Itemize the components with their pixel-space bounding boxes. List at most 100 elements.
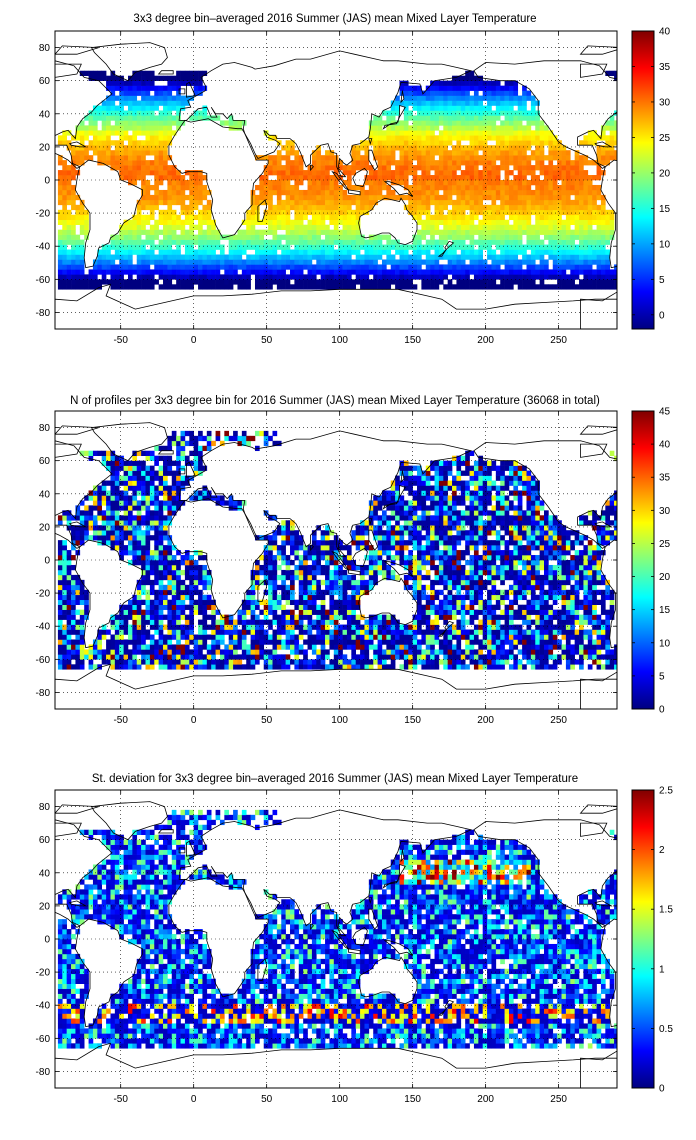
heatmap-cell <box>97 284 103 290</box>
coastline <box>368 138 373 145</box>
heatmap-cell <box>163 105 168 111</box>
heatmap-cell <box>329 244 335 250</box>
heatmap-cell <box>167 80 173 86</box>
heatmap-cell <box>184 244 190 250</box>
heatmap-cell <box>167 279 173 285</box>
heatmap-cell <box>189 639 194 645</box>
heatmap-cell <box>176 609 181 615</box>
heatmap-cell <box>557 204 562 211</box>
heatmap-cell <box>224 234 230 240</box>
heatmap-cell <box>180 584 186 591</box>
heatmap-cell <box>495 229 501 235</box>
heatmap-cell <box>530 254 536 260</box>
heatmap-cell <box>163 224 168 230</box>
heatmap-cell <box>180 180 186 186</box>
heatmap-cell <box>303 259 308 265</box>
heatmap-cell <box>329 279 335 285</box>
heatmap-cell <box>198 194 203 201</box>
heatmap-cell <box>84 70 89 76</box>
heatmap-cell <box>66 555 72 561</box>
heatmap-cell <box>281 189 286 196</box>
heatmap-cell <box>127 664 133 670</box>
heatmap-cell <box>127 505 133 511</box>
heatmap-cell <box>399 135 405 141</box>
heatmap-cell <box>377 135 383 141</box>
heatmap-cell <box>430 160 435 166</box>
heatmap-cell <box>127 264 133 270</box>
heatmap-cell <box>456 244 462 250</box>
heatmap-cell <box>443 284 448 290</box>
heatmap-cell <box>202 209 208 216</box>
heatmap-cell <box>508 180 514 186</box>
heatmap-cell <box>263 244 269 250</box>
heatmap-cell <box>132 244 138 250</box>
heatmap-cell <box>456 100 462 106</box>
heatmap-cell <box>158 530 164 536</box>
heatmap-cell <box>508 234 514 240</box>
heatmap-cell <box>193 604 199 610</box>
heatmap-cell <box>145 465 151 471</box>
heatmap-cell <box>508 224 514 230</box>
heatmap-cell <box>434 145 440 151</box>
heatmap-cell <box>206 644 212 650</box>
heatmap-cell <box>158 175 164 181</box>
heatmap-cell <box>167 510 173 516</box>
heatmap-cell <box>92 520 98 526</box>
heatmap-cell <box>193 194 199 201</box>
heatmap-cell <box>198 624 203 630</box>
heatmap-cell <box>123 624 129 630</box>
heatmap-cell <box>219 259 225 265</box>
heatmap-cell <box>180 555 186 561</box>
heatmap-cell <box>241 435 247 442</box>
heatmap-cell <box>184 269 190 275</box>
heatmap-cell <box>141 470 146 476</box>
heatmap-cell <box>119 654 124 660</box>
heatmap-cell <box>351 284 357 290</box>
heatmap-cell <box>403 264 409 270</box>
heatmap-cell <box>447 199 453 206</box>
heatmap-cell <box>167 105 173 111</box>
heatmap-cell <box>158 249 164 255</box>
heatmap-cell <box>539 135 545 141</box>
heatmap-cell <box>465 254 470 260</box>
heatmap-cell <box>434 160 440 166</box>
heatmap-cell <box>346 209 352 216</box>
heatmap-cell <box>373 175 378 181</box>
heatmap-cell <box>500 165 505 171</box>
heatmap-cell <box>71 249 76 255</box>
heatmap-cell <box>158 619 164 625</box>
heatmap-cell <box>254 199 260 206</box>
heatmap-cell <box>75 249 81 255</box>
heatmap-cell <box>587 244 593 250</box>
heatmap-cell <box>373 254 378 260</box>
heatmap-cell <box>478 100 484 106</box>
heatmap-cell <box>517 160 523 166</box>
heatmap-cell <box>368 180 374 186</box>
heatmap-cell <box>583 214 589 221</box>
heatmap-cell <box>198 254 203 260</box>
heatmap-cell <box>338 214 343 221</box>
heatmap-cell <box>473 274 479 280</box>
heatmap-cell <box>294 189 300 196</box>
heatmap-cell <box>193 574 199 581</box>
heatmap-cell <box>219 495 225 501</box>
heatmap-cell <box>430 279 435 285</box>
heatmap-cell <box>443 219 448 225</box>
heatmap-cell <box>114 269 120 275</box>
heatmap-cell <box>158 545 164 551</box>
heatmap-cell <box>377 184 383 191</box>
heatmap-cell <box>75 130 81 136</box>
heatmap-cell <box>294 234 300 240</box>
heatmap-cell <box>303 170 308 176</box>
heatmap-cell <box>123 239 129 245</box>
heatmap-cell <box>469 279 475 285</box>
heatmap-cell <box>434 175 440 181</box>
heatmap-cell <box>373 244 378 250</box>
heatmap-cell <box>176 80 181 86</box>
heatmap-cell <box>132 80 138 86</box>
heatmap-cell <box>421 284 427 290</box>
heatmap-cell <box>141 560 146 566</box>
heatmap-cell <box>544 219 549 225</box>
colorbar-tick-label: 25 <box>659 133 671 144</box>
heatmap-cell <box>368 140 374 146</box>
